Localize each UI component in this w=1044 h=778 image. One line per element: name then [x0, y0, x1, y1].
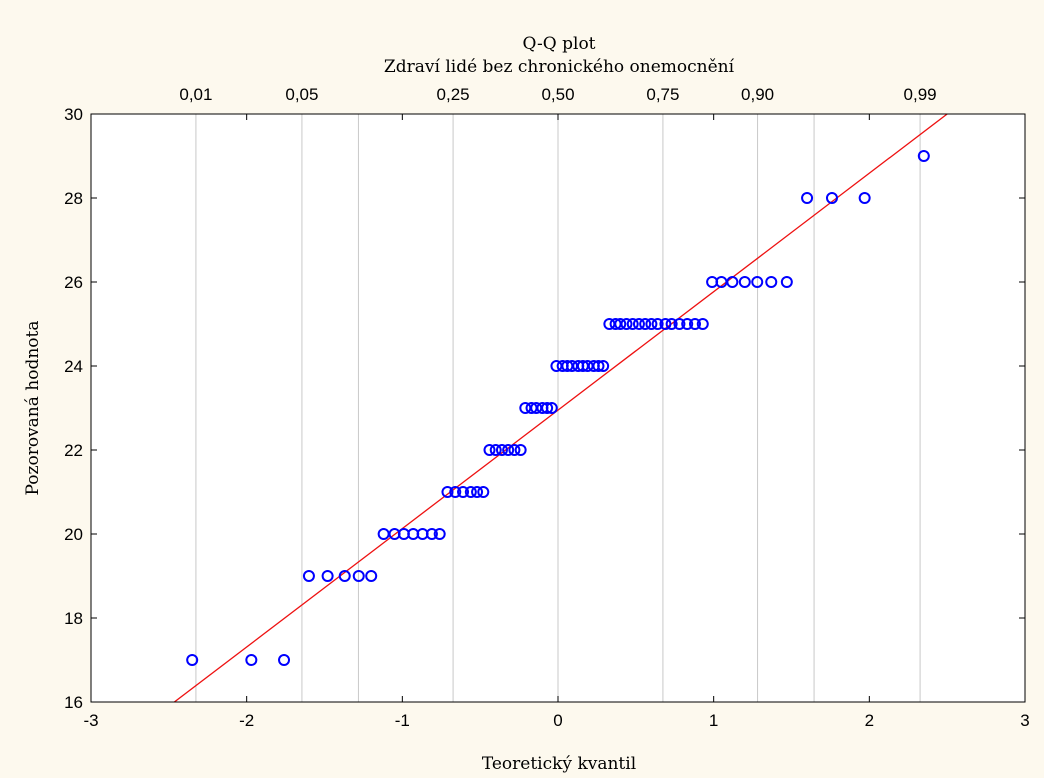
probability-tick-label-6: 0,99 — [904, 85, 937, 104]
data-point-47 — [626, 318, 639, 330]
data-point-49 — [639, 318, 652, 330]
data-point-61 — [738, 276, 751, 288]
data-point-19 — [471, 486, 484, 498]
x-tick-label-4: 1 — [709, 711, 718, 730]
probability-tick-label-5: 0,90 — [741, 85, 774, 104]
points-layer — [186, 150, 930, 666]
data-point-17 — [457, 486, 470, 498]
probability-tick-label-0: 0,01 — [179, 85, 212, 104]
y-axis-label: Pozorovaná hodnota — [23, 321, 43, 496]
data-point-24 — [502, 444, 515, 456]
data-point-64 — [780, 276, 793, 288]
y-tick-label-7: 30 — [64, 105, 83, 124]
probability-tick-label-4: 0,75 — [646, 85, 679, 104]
probability-tick-label-2: 0,25 — [437, 85, 470, 104]
x-tick-label-5: 2 — [865, 711, 874, 730]
data-point-42 — [597, 360, 610, 372]
data-point-56 — [688, 318, 701, 330]
chart-title: Q-Q plot — [522, 34, 595, 54]
data-point-22 — [489, 444, 502, 456]
data-point-26 — [514, 444, 527, 456]
data-point-46 — [620, 318, 633, 330]
y-tick-label-3: 22 — [64, 441, 83, 460]
data-point-63 — [765, 276, 778, 288]
data-point-62 — [751, 276, 764, 288]
data-point-57 — [696, 318, 709, 330]
probability-tick-label-3: 0,50 — [541, 85, 574, 104]
data-point-23 — [495, 444, 508, 456]
x-tick-label-1: -2 — [239, 711, 254, 730]
data-point-66 — [825, 192, 838, 204]
data-point-51 — [651, 318, 664, 330]
data-point-16 — [449, 486, 462, 498]
data-point-54 — [673, 318, 686, 330]
axes-layer: -3 -2 -1 0 1 2 3 16 18 20 22 24 26 28 30 0,01 0,05 0,25 0,… — [64, 85, 1030, 730]
data-point-3 — [302, 570, 315, 582]
data-point-68 — [917, 150, 930, 162]
y-tick-label-6: 28 — [64, 189, 83, 208]
probability-tick-label-1: 0,05 — [285, 85, 318, 104]
x-axis-label: Teoretický kvantil — [482, 754, 636, 774]
chart-subtitle: Zdraví lidé bez chronického onemocnění — [384, 57, 735, 77]
data-point-4 — [321, 570, 334, 582]
data-point-41 — [592, 360, 605, 372]
data-point-6 — [352, 570, 365, 582]
x-tick-label-6: 3 — [1020, 711, 1029, 730]
y-tick-label-1: 18 — [64, 609, 83, 628]
y-tick-label-4: 24 — [64, 357, 83, 376]
data-point-45 — [614, 318, 627, 330]
reference-line — [173, 114, 948, 702]
data-point-31 — [541, 402, 554, 414]
grid-layer — [195, 114, 921, 702]
data-point-53 — [665, 318, 678, 330]
data-point-52 — [659, 318, 672, 330]
data-point-14 — [433, 528, 446, 540]
data-point-5 — [338, 570, 351, 582]
x-tick-label-3: 0 — [553, 711, 562, 730]
y-tick-label-0: 16 — [64, 693, 83, 712]
y-tick-label-2: 20 — [64, 525, 83, 544]
data-point-13 — [425, 528, 438, 540]
data-point-60 — [726, 276, 739, 288]
data-point-7 — [365, 570, 378, 582]
y-tick-label-5: 26 — [64, 273, 83, 292]
data-point-25 — [508, 444, 521, 456]
data-point-55 — [681, 318, 694, 330]
data-point-65 — [801, 192, 814, 204]
x-tick-label-2: -1 — [395, 711, 410, 730]
data-point-67 — [858, 192, 871, 204]
data-point-48 — [632, 318, 645, 330]
data-point-21 — [483, 444, 496, 456]
x-tick-label-0: -3 — [83, 711, 98, 730]
data-point-2 — [278, 654, 291, 666]
data-point-18 — [464, 486, 477, 498]
data-point-15 — [441, 486, 454, 498]
data-point-1 — [245, 654, 258, 666]
data-point-20 — [477, 486, 490, 498]
data-point-0 — [186, 654, 199, 666]
reference-line-layer — [173, 114, 948, 702]
data-point-32 — [545, 402, 558, 414]
data-point-50 — [645, 318, 658, 330]
